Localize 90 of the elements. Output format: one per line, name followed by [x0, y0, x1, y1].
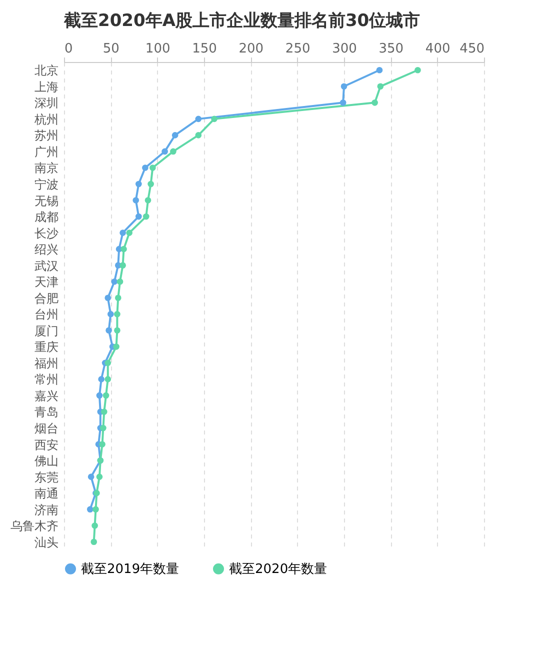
point: [377, 83, 384, 90]
point: [104, 360, 112, 366]
y-tick-label: 嘉兴: [34, 388, 58, 403]
point: [102, 392, 110, 399]
y-tick-label: 南京: [34, 161, 58, 176]
point: [104, 376, 112, 382]
point: [142, 164, 148, 171]
point: [108, 310, 114, 318]
x-tick-label: 350: [378, 42, 404, 56]
y-tick-label: 无锡: [34, 194, 58, 208]
x-tick-label: 100: [145, 42, 170, 56]
point: [100, 408, 108, 415]
point: [96, 474, 103, 480]
y-tick-label: 天津: [34, 275, 58, 290]
point: [114, 294, 122, 302]
point: [150, 164, 156, 171]
point: [111, 278, 118, 285]
point: [114, 310, 120, 318]
y-tick-label: 合肥: [34, 291, 58, 306]
point: [195, 116, 202, 122]
point: [96, 392, 103, 399]
y-tick-label: 佛山: [34, 454, 58, 468]
legend-label: 截至2019年数量: [81, 562, 180, 577]
y-tick-label: 武汉: [34, 258, 58, 273]
x-tick-label: 450: [460, 42, 484, 56]
x-tick-label: 200: [238, 42, 264, 56]
y-tick-label: 乌鲁木齐: [10, 519, 58, 534]
point: [211, 116, 218, 122]
y-tick-label: 深圳: [34, 96, 58, 110]
point: [372, 100, 378, 106]
point: [414, 66, 421, 74]
y-tick-label: 绍兴: [34, 242, 58, 257]
x-tick-label: 400: [425, 42, 450, 56]
point: [100, 424, 106, 432]
y-tick-label: 广州: [34, 144, 58, 159]
point: [120, 230, 126, 236]
x-tick-label: 0: [64, 42, 73, 56]
point: [120, 246, 127, 252]
legend-label: 截至2020年数量: [229, 562, 328, 577]
point: [113, 344, 120, 350]
y-tick-label: 宁波: [34, 178, 58, 192]
y-tick-label: 青岛: [34, 405, 58, 420]
y-tick-label: 济南: [34, 502, 58, 517]
point: [376, 66, 383, 74]
y-tick-label: 长沙: [34, 226, 58, 240]
point: [104, 294, 112, 302]
y-tick-label: 福州: [34, 356, 58, 370]
point: [106, 327, 112, 334]
point: [195, 132, 202, 138]
point: [132, 197, 140, 204]
point: [148, 180, 154, 188]
y-tick-label: 东莞: [34, 470, 58, 484]
y-tick-label: 常州: [34, 372, 58, 387]
point: [136, 213, 142, 220]
point: [162, 148, 168, 155]
y-tick-label: 西安: [34, 438, 58, 452]
y-tick-label: 烟台: [34, 422, 58, 436]
y-tick-label: 杭州: [34, 112, 58, 126]
point: [144, 197, 152, 204]
point: [120, 262, 126, 268]
point: [114, 327, 120, 334]
point: [92, 522, 98, 529]
point: [98, 376, 104, 382]
point: [90, 538, 98, 546]
point: [126, 230, 132, 236]
x-tick-label: 150: [192, 42, 217, 56]
x-tick-label: 50: [102, 42, 120, 56]
y-tick-label: 厦门: [34, 324, 58, 338]
point: [172, 132, 178, 138]
y-tick-label: 北京: [34, 64, 58, 78]
y-tick-label: 台州: [34, 308, 58, 322]
point: [340, 83, 348, 90]
y-tick-label: 汕头: [34, 535, 58, 550]
point: [92, 506, 99, 512]
point: [99, 441, 106, 448]
point: [88, 474, 94, 480]
point: [136, 180, 142, 188]
x-tick-label: 300: [332, 42, 357, 56]
chart-title: 截至2020年A股上市企业数量排名前30位城市: [63, 11, 420, 31]
x-tick-label: 250: [285, 42, 310, 56]
point: [86, 506, 94, 512]
point: [116, 278, 124, 285]
y-tick-label: 成都: [34, 210, 58, 224]
y-tick-label: 重庆: [34, 340, 58, 354]
y-tick-label: 南通: [34, 486, 58, 501]
y-tick-label: 苏州: [34, 128, 58, 143]
y-tick-label: 上海: [34, 80, 58, 94]
point: [340, 100, 346, 106]
point: [170, 148, 176, 155]
point: [142, 213, 150, 220]
